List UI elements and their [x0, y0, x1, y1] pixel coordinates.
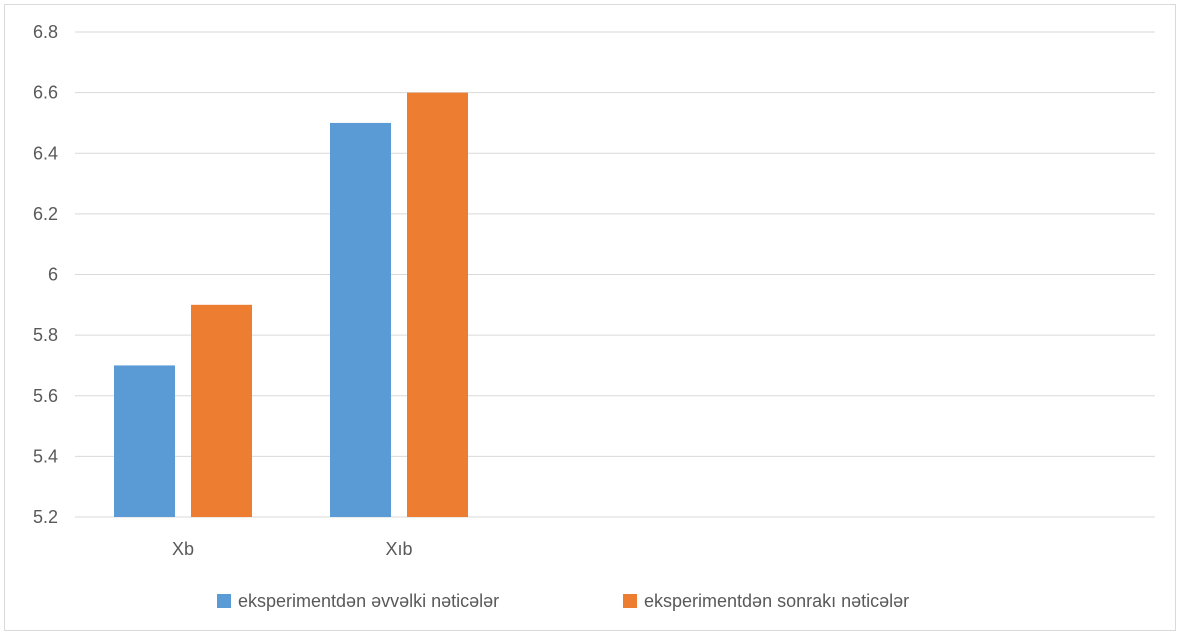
- bar-before-1: [330, 122, 391, 517]
- y-tick-label: 6.4: [33, 143, 58, 163]
- legend-label-1: eksperimentdən sonrakı nəticələr: [644, 591, 909, 611]
- y-tick-label: 6: [48, 265, 58, 285]
- y-tick-label: 6.6: [33, 83, 58, 103]
- y-tick-label: 5.8: [33, 325, 58, 345]
- bar-after-1: [407, 92, 468, 517]
- y-tick-label: 5.4: [33, 446, 58, 466]
- y-tick-label: 5.6: [33, 386, 58, 406]
- y-axis-tick-labels: 5.2 5.4 5.6 5.8 6 6.2 6.4 6.6 6.8: [33, 22, 58, 527]
- bar-before-0: [114, 365, 175, 517]
- legend-swatch-1: [623, 594, 637, 608]
- x-tick-label: Xıb: [385, 539, 412, 559]
- legend: eksperimentdən əvvəlki nəticələr eksperim…: [217, 591, 909, 611]
- y-tick-label: 6.2: [33, 204, 58, 224]
- gridlines: [75, 31, 1155, 518]
- bar-after-0: [191, 304, 252, 517]
- x-axis-tick-labels: Xb Xıb: [172, 539, 413, 559]
- y-tick-label: 5.2: [33, 507, 58, 527]
- x-tick-label: Xb: [172, 539, 194, 559]
- legend-swatch-0: [217, 594, 231, 608]
- y-tick-label: 6.8: [33, 22, 58, 42]
- bars: [114, 92, 468, 517]
- legend-label-0: eksperimentdən əvvəlki nəticələr: [238, 591, 499, 611]
